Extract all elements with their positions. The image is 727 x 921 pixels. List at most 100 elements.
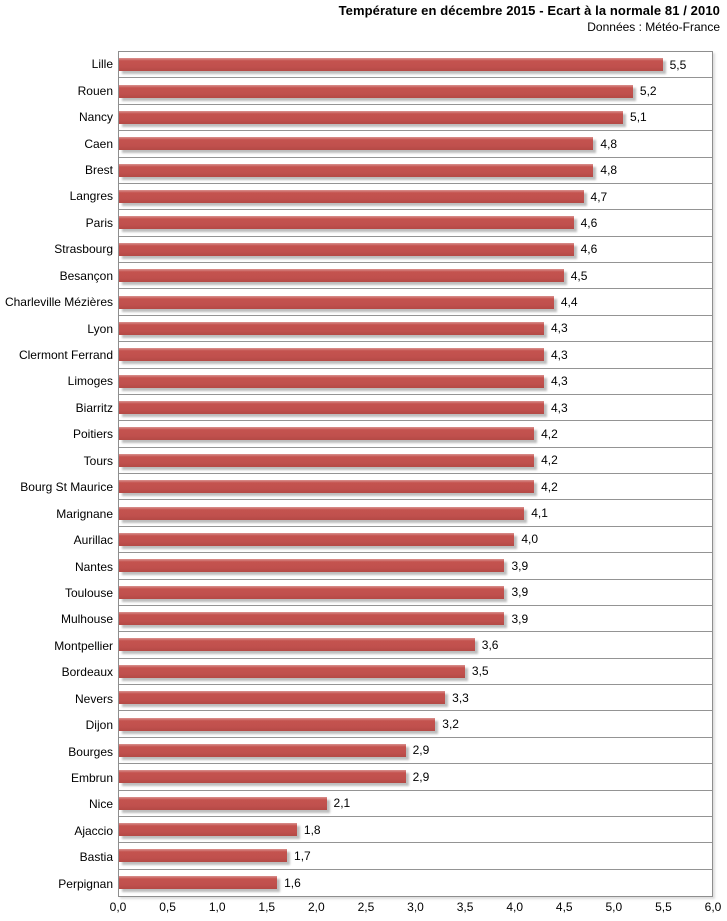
x-tick-label: 1,0 bbox=[208, 900, 226, 914]
bar-row: 3,2 bbox=[119, 711, 712, 738]
bar-row: 3,3 bbox=[119, 685, 712, 712]
bar-row: 3,6 bbox=[119, 632, 712, 659]
bar-row: 3,9 bbox=[119, 606, 712, 633]
category-label: Brest bbox=[84, 162, 113, 177]
category-label: Montpellier bbox=[54, 638, 113, 653]
category-label: Clermont Ferrand bbox=[18, 348, 113, 363]
x-tick-label: 4,0 bbox=[506, 900, 523, 914]
bar-row: 1,7 bbox=[119, 843, 712, 870]
value-label: 1,8 bbox=[303, 822, 321, 837]
value-label: 5,2 bbox=[639, 84, 657, 99]
value-label: 4,2 bbox=[541, 479, 558, 494]
x-tick-label: 5,5 bbox=[655, 900, 672, 914]
bar-row: 4,3 bbox=[119, 316, 712, 343]
category-label: Lyon bbox=[87, 321, 113, 336]
x-tick-label: 2,0 bbox=[307, 900, 325, 914]
value-label: 4,1 bbox=[531, 506, 548, 521]
category-label: Limoges bbox=[67, 374, 113, 389]
bar-row: 4,1 bbox=[119, 500, 712, 527]
value-label: 3,9 bbox=[511, 611, 529, 626]
bar bbox=[119, 585, 505, 599]
bar bbox=[119, 295, 554, 309]
value-label: 3,2 bbox=[442, 717, 459, 732]
bar-row: 2,1 bbox=[119, 791, 712, 817]
bar-row: 2,9 bbox=[119, 764, 712, 791]
value-label: 4,4 bbox=[560, 295, 578, 310]
bar-row: 1,8 bbox=[119, 817, 712, 844]
bar-row: 3,9 bbox=[119, 580, 712, 606]
bar bbox=[119, 348, 544, 362]
bar bbox=[119, 691, 446, 705]
bar-row: 4,8 bbox=[119, 131, 712, 158]
bar bbox=[119, 242, 574, 256]
category-label: Tours bbox=[83, 453, 113, 468]
category-label: Marignane bbox=[56, 506, 113, 521]
bar bbox=[119, 638, 475, 652]
bar-row: 4,3 bbox=[119, 369, 712, 395]
value-label: 4,8 bbox=[600, 136, 618, 151]
bar-row: 5,1 bbox=[119, 105, 712, 132]
x-tick-label: 3,5 bbox=[456, 900, 474, 914]
category-label: Strasbourg bbox=[54, 242, 113, 257]
value-label: 4,8 bbox=[600, 163, 618, 178]
x-tick-label: 5,0 bbox=[605, 900, 623, 914]
category-axis: Lille Rouen Nancy Caen Brest Langres Paris Stra… bbox=[0, 51, 113, 897]
x-tick-label: 1,5 bbox=[258, 900, 276, 914]
value-label: 4,2 bbox=[541, 453, 558, 468]
category-label: Bourges bbox=[68, 744, 113, 759]
bar-row: 4,7 bbox=[119, 184, 712, 211]
bar bbox=[119, 84, 633, 98]
bar-row: 1,6 bbox=[119, 870, 712, 896]
bar bbox=[119, 876, 278, 890]
bar-row: 4,0 bbox=[119, 527, 712, 554]
value-label: 4,3 bbox=[550, 321, 568, 336]
x-axis: 0,0 0,5 1,0 1,5 2,0 2,5 3,0 3,5 4,0 4,5 5,0 5,5 6,0 bbox=[110, 900, 722, 916]
x-tick-label: 0,5 bbox=[159, 900, 176, 914]
value-label: 3,3 bbox=[452, 690, 469, 705]
category-label: Biarritz bbox=[75, 400, 113, 415]
value-label: 4,7 bbox=[590, 189, 608, 204]
bar-row: 4,2 bbox=[119, 448, 712, 474]
category-label: Mulhouse bbox=[60, 612, 113, 627]
bar bbox=[119, 216, 574, 230]
bar bbox=[119, 374, 544, 388]
category-label: Besançon bbox=[59, 268, 113, 283]
bar-row: 5,5 bbox=[119, 52, 712, 79]
category-label: Perpignan bbox=[58, 876, 113, 891]
category-label: Ajaccio bbox=[74, 823, 113, 838]
bar-row: 5,2 bbox=[119, 78, 712, 105]
category-label: Langres bbox=[69, 189, 113, 204]
chart-header: Température en décembre 2015 - Ecart à l… bbox=[339, 3, 720, 35]
bar bbox=[119, 401, 544, 415]
value-label: 1,6 bbox=[284, 875, 301, 890]
category-label: Nice bbox=[88, 797, 113, 812]
bar bbox=[119, 612, 505, 626]
category-label: Bastia bbox=[79, 850, 113, 865]
category-label: Paris bbox=[85, 215, 113, 230]
value-label: 2,9 bbox=[412, 769, 430, 784]
chart-title: Température en décembre 2015 - Ecart à l… bbox=[338, 3, 720, 18]
value-label: 3,9 bbox=[511, 585, 529, 600]
bar bbox=[119, 717, 436, 731]
x-tick-label: 3,0 bbox=[407, 900, 424, 914]
bar bbox=[119, 559, 505, 573]
bar-row: 4,6 bbox=[119, 237, 712, 263]
category-label: Poitiers bbox=[72, 427, 113, 442]
value-label: 4,3 bbox=[550, 374, 568, 389]
bar bbox=[119, 58, 663, 72]
bar-row: 3,9 bbox=[119, 553, 712, 580]
x-tick-label: 0,0 bbox=[109, 900, 127, 914]
bar bbox=[119, 664, 465, 678]
category-label: Bourg St Maurice bbox=[20, 480, 113, 495]
bar bbox=[119, 110, 624, 124]
value-label: 4,3 bbox=[550, 400, 568, 415]
value-label: 4,5 bbox=[570, 268, 588, 283]
value-label: 1,7 bbox=[294, 848, 311, 863]
bar bbox=[119, 823, 297, 837]
value-label: 2,9 bbox=[412, 743, 430, 758]
category-label: Dijon bbox=[85, 718, 113, 733]
plot-area: 5,5 5,2 5,1 4,8 4,8 4,7 4,6 4,6 4,5 4,4 4,3 4,3 4,3 4… bbox=[118, 51, 713, 897]
bar-row: 4,2 bbox=[119, 474, 712, 501]
x-tick-label: 6,0 bbox=[704, 900, 722, 914]
